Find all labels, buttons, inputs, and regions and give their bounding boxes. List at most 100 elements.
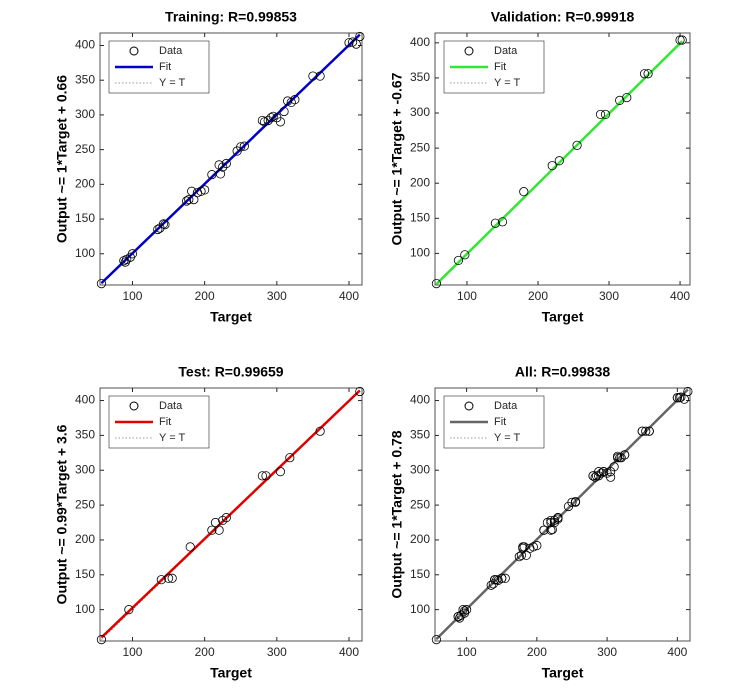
data-point xyxy=(539,525,549,535)
legend-label: Fit xyxy=(494,416,506,428)
data-point xyxy=(497,217,508,227)
data-point xyxy=(210,517,221,528)
y-tick-label: 100 xyxy=(410,246,430,260)
y-tick-label: 250 xyxy=(410,497,430,511)
data-point xyxy=(96,635,107,645)
data-point xyxy=(679,394,689,404)
data-point xyxy=(127,249,138,259)
data-point xyxy=(462,605,472,615)
data-point xyxy=(554,156,564,166)
data-point xyxy=(613,453,623,463)
x-tick-label: 400 xyxy=(667,645,687,659)
data-point xyxy=(459,606,470,616)
data-point xyxy=(514,552,524,562)
legend-label: Y = T xyxy=(494,77,520,89)
legend: Data Fit Y = T xyxy=(108,40,210,94)
x-axis-label: Target xyxy=(542,665,584,681)
data-point xyxy=(677,35,687,45)
data-point xyxy=(606,472,616,482)
data-point xyxy=(124,605,134,615)
y-tick-label: 250 xyxy=(75,497,95,511)
x-tick-label: 400 xyxy=(670,289,690,303)
y-tick-label: 100 xyxy=(410,602,430,616)
data-point xyxy=(261,471,271,481)
fit-line xyxy=(100,389,361,639)
x-tick-label: 300 xyxy=(599,289,619,303)
data-point xyxy=(572,140,582,150)
data-point xyxy=(532,540,542,551)
legend-label: Y = T xyxy=(494,432,520,444)
data-point xyxy=(218,515,228,526)
data-point xyxy=(615,453,625,463)
x-tick-label: 400 xyxy=(339,289,359,303)
x-tick-label: 200 xyxy=(195,289,215,303)
data-point xyxy=(308,71,318,81)
legend: Data Fit Y = T xyxy=(443,395,545,449)
x-tick-label: 300 xyxy=(267,289,287,303)
chart-title: Test: R=0.99659 xyxy=(178,364,283,380)
y-tick-label: 350 xyxy=(410,70,430,84)
data-point xyxy=(549,517,560,528)
data-point xyxy=(683,386,693,397)
data-point xyxy=(486,580,496,590)
data-point xyxy=(279,106,289,117)
y-tick-label: 350 xyxy=(75,72,95,86)
data-point xyxy=(286,97,296,108)
y-axis-label: Output ~= 1*Target + -0.67 xyxy=(389,72,405,245)
legend: Data Fit Y = T xyxy=(108,395,210,449)
data-point xyxy=(672,393,682,403)
legend-label: Data xyxy=(494,45,518,57)
y-tick-label: 150 xyxy=(410,210,430,224)
data-point xyxy=(490,218,500,228)
data-point xyxy=(344,38,354,48)
y-axis-label: Output ~= 1*Target + 0.66 xyxy=(54,75,70,243)
y-tick-label: 200 xyxy=(410,532,430,546)
x-axis-label: Target xyxy=(210,665,252,681)
data-point xyxy=(257,471,267,481)
data-point xyxy=(207,525,217,535)
legend-marker xyxy=(129,46,139,56)
data-point xyxy=(160,220,170,230)
data-point xyxy=(315,71,325,81)
data-point xyxy=(167,573,177,583)
data-point xyxy=(553,513,563,523)
legend-label: Data xyxy=(159,45,183,57)
y-tick-label: 350 xyxy=(410,428,430,442)
x-tick-label: 100 xyxy=(122,645,142,659)
x-tick-label: 400 xyxy=(339,645,359,659)
data-point xyxy=(620,450,630,460)
data-point xyxy=(275,117,286,127)
data-point xyxy=(185,542,195,552)
legend-label: Data xyxy=(494,400,518,412)
data-point xyxy=(96,279,107,289)
y-tick-label: 150 xyxy=(410,567,430,581)
data-point xyxy=(315,426,325,436)
y-tick-label: 150 xyxy=(75,211,95,225)
data-point xyxy=(460,250,470,260)
x-axis-label: Target xyxy=(542,309,584,325)
data-point xyxy=(643,69,653,79)
data-point xyxy=(500,573,510,583)
y-tick-label: 150 xyxy=(75,567,95,581)
data-point xyxy=(200,185,210,195)
subplot: Training: R=0.99853 Target Output ~= 1*Tar… xyxy=(54,9,365,325)
data-point xyxy=(355,386,365,397)
subplot: Validation: R=0.99918 Target Output ~= 1*T… xyxy=(389,9,691,325)
y-tick-label: 250 xyxy=(410,140,430,154)
data-point xyxy=(454,613,465,623)
x-tick-label: 200 xyxy=(195,645,215,659)
chart-title: All: R=0.99838 xyxy=(515,364,611,380)
data-point xyxy=(596,468,607,478)
legend: Data Fit Y = T xyxy=(443,40,545,94)
x-tick-label: 100 xyxy=(457,289,477,303)
data-point xyxy=(622,92,632,103)
data-point xyxy=(567,497,577,507)
data-point xyxy=(497,573,507,583)
y-tick-label: 350 xyxy=(75,428,95,442)
x-tick-label: 200 xyxy=(527,645,547,659)
y-tick-label: 100 xyxy=(75,602,95,616)
y-tick-label: 300 xyxy=(75,462,95,476)
data-point xyxy=(675,35,685,45)
data-point xyxy=(641,426,651,436)
